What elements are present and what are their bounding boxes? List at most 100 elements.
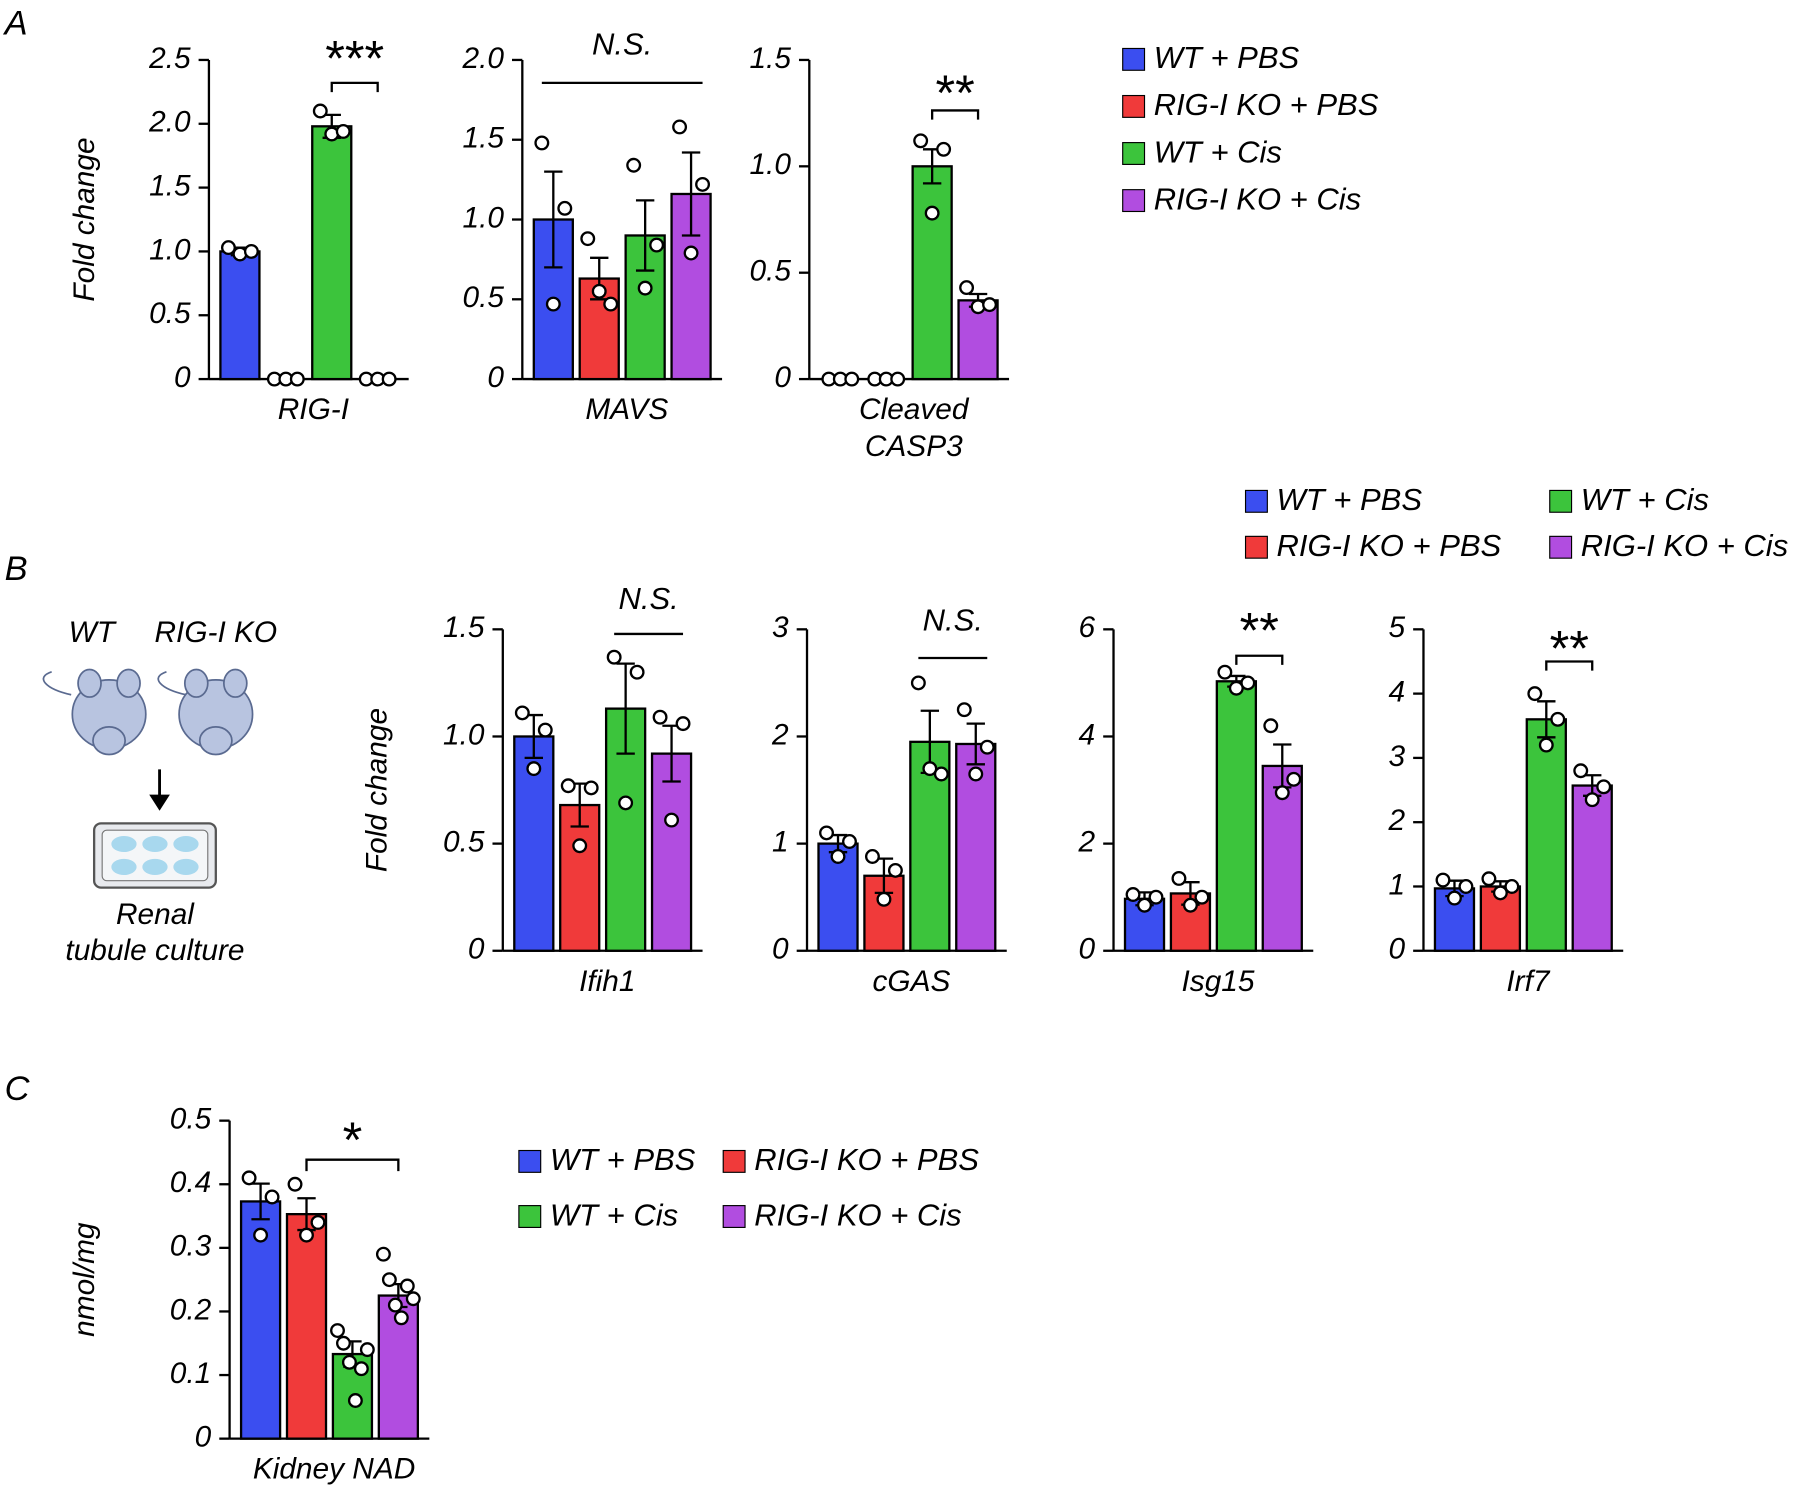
x-axis-label: Irf7 bbox=[1506, 965, 1551, 998]
data-point bbox=[968, 766, 984, 782]
data-point bbox=[603, 296, 619, 312]
bar bbox=[911, 165, 953, 381]
data-point bbox=[1137, 897, 1152, 913]
y-tick-label: 0.5 bbox=[149, 297, 191, 330]
data-point bbox=[253, 1227, 269, 1243]
legend-swatch bbox=[1549, 535, 1573, 559]
error-bar bbox=[251, 1182, 270, 1221]
legend-swatch bbox=[1122, 94, 1146, 118]
significance-label: N.S. bbox=[618, 581, 678, 616]
y-tick-label: 1.5 bbox=[462, 122, 504, 155]
data-point bbox=[637, 280, 653, 296]
data-point bbox=[982, 297, 998, 313]
x-axis-label: Kidney NAD bbox=[253, 1453, 415, 1486]
caption: tubule culture bbox=[65, 934, 244, 967]
y-tick-label: 0.3 bbox=[170, 1230, 212, 1263]
data-point bbox=[618, 795, 634, 811]
y-tick-label: 1.5 bbox=[149, 169, 191, 202]
data-point bbox=[387, 1297, 403, 1313]
data-point bbox=[393, 1310, 409, 1326]
data-point bbox=[1596, 779, 1612, 795]
caption: Renal bbox=[116, 898, 195, 931]
significance-label: ** bbox=[1550, 620, 1589, 677]
data-point bbox=[1194, 889, 1210, 905]
y-tick-label: 1.5 bbox=[443, 611, 485, 644]
data-point bbox=[1504, 879, 1520, 894]
bar bbox=[1571, 784, 1613, 952]
data-point bbox=[1148, 889, 1164, 905]
data-point bbox=[864, 849, 880, 864]
data-point bbox=[936, 141, 952, 157]
data-point bbox=[649, 237, 665, 253]
data-point bbox=[526, 761, 542, 777]
legend-label: RIG-I KO + Cis bbox=[1581, 528, 1788, 563]
bar bbox=[650, 752, 693, 952]
legend-swatch bbox=[1549, 489, 1573, 513]
data-point bbox=[842, 834, 857, 849]
data-point bbox=[1458, 879, 1474, 894]
y-tick-label: 4 bbox=[1389, 675, 1406, 708]
y-axis-label: nmol/mg bbox=[68, 1222, 101, 1337]
legend-swatch bbox=[1122, 142, 1146, 165]
y-tick-label: 0.2 bbox=[170, 1293, 212, 1326]
data-point bbox=[695, 176, 711, 192]
y-tick-label: 1.0 bbox=[749, 148, 791, 181]
data-point bbox=[1492, 885, 1508, 901]
data-point bbox=[1527, 686, 1543, 702]
data-point bbox=[876, 891, 892, 907]
y-tick-label: 0.5 bbox=[170, 1103, 212, 1136]
legend-label: WT + Cis bbox=[1154, 134, 1282, 169]
x-axis-label: cGAS bbox=[873, 965, 951, 998]
arrow-head bbox=[149, 794, 170, 811]
data-point bbox=[405, 1291, 421, 1307]
x-axis-label: Ifih1 bbox=[579, 965, 635, 998]
significance-bracket bbox=[330, 81, 379, 93]
data-point bbox=[241, 1170, 257, 1186]
data-point bbox=[924, 205, 940, 221]
significance-label: ** bbox=[1240, 601, 1279, 658]
significance-bracket bbox=[930, 109, 980, 120]
y-axis-label: Fold change bbox=[68, 137, 101, 301]
y-tick-label: 1.0 bbox=[149, 233, 191, 266]
mouse-icon bbox=[157, 668, 254, 756]
data-point bbox=[1584, 792, 1600, 808]
data-point bbox=[890, 371, 906, 387]
data-point bbox=[572, 838, 588, 854]
data-point bbox=[310, 1214, 326, 1230]
y-tick-label: 0 bbox=[772, 933, 789, 966]
data-point bbox=[979, 739, 995, 755]
data-point bbox=[335, 123, 351, 139]
data-point bbox=[264, 1189, 280, 1205]
bar bbox=[285, 1213, 328, 1440]
y-tick-label: 0.5 bbox=[749, 255, 791, 288]
bar bbox=[559, 803, 601, 952]
data-point bbox=[1240, 675, 1256, 691]
mouse-icon bbox=[42, 668, 147, 756]
legend-swatch bbox=[518, 1149, 542, 1173]
significance-bracket bbox=[1545, 660, 1594, 671]
x-axis-label: Cleaved bbox=[859, 393, 970, 426]
data-point bbox=[381, 1272, 397, 1288]
y-tick-label: 0 bbox=[774, 361, 791, 394]
data-point bbox=[887, 862, 903, 878]
data-point bbox=[1263, 718, 1279, 734]
x-axis-label: RIG-I bbox=[278, 393, 349, 426]
data-point bbox=[672, 119, 688, 135]
data-point bbox=[1171, 870, 1187, 886]
legend-label: RIG-I KO + PBS bbox=[754, 1142, 979, 1177]
significance-bracket bbox=[305, 1158, 400, 1172]
data-point bbox=[683, 245, 699, 261]
data-point bbox=[243, 243, 259, 259]
significance-label: N.S. bbox=[592, 26, 652, 61]
plate-icon bbox=[92, 822, 217, 889]
y-tick-label: 0 bbox=[195, 1421, 212, 1454]
data-point bbox=[583, 780, 599, 796]
y-tick-label: 1.0 bbox=[462, 201, 504, 234]
y-tick-label: 3 bbox=[1389, 740, 1406, 773]
y-tick-label: 0.4 bbox=[170, 1166, 211, 1199]
data-point bbox=[336, 1335, 351, 1351]
y-tick-label: 0.5 bbox=[462, 281, 504, 314]
data-point bbox=[1435, 872, 1451, 888]
data-point bbox=[1481, 871, 1497, 887]
y-tick-label: 2 bbox=[1388, 804, 1406, 837]
